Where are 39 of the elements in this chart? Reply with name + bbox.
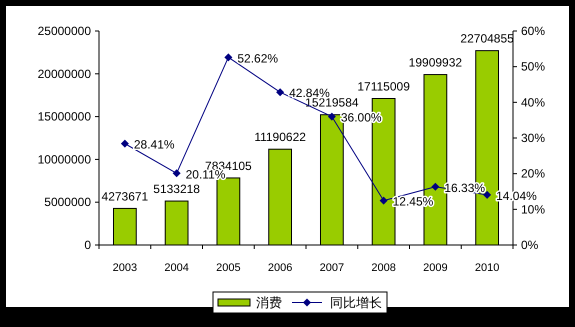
point <box>431 182 440 191</box>
legend-label: 消费 <box>256 295 282 310</box>
x-tick-label: 2004 <box>164 262 189 274</box>
data-label: 11190622 <box>254 130 306 144</box>
y2-tick-label: 40% <box>521 95 546 110</box>
x-tick-label: 2008 <box>371 262 396 274</box>
y-tick-label: 25000000 <box>38 24 92 38</box>
y2-tick-label: 20% <box>521 166 546 181</box>
y2-tick-label: 0% <box>521 238 539 252</box>
y2-tick-label: 10% <box>521 202 546 216</box>
y-tick-label: 15000000 <box>38 110 92 124</box>
data-label: 17115009 <box>357 79 410 94</box>
data-label: 19909932 <box>408 56 462 70</box>
x-tick-label: 2007 <box>320 262 344 274</box>
x-tick-label: 2003 <box>112 262 138 274</box>
y2-tick-label: 50% <box>521 60 546 74</box>
y2-tick-label: 30% <box>521 131 546 145</box>
data-label: 22704855 <box>460 32 514 46</box>
point <box>380 196 388 205</box>
y-tick-label: 10000000 <box>38 152 92 166</box>
legend-label: 同比增长 <box>330 295 382 310</box>
y2-tick-label: 60% <box>521 24 546 38</box>
data-label: 4273671 <box>102 189 149 204</box>
x-tick-label: 2009 <box>423 262 448 274</box>
point <box>483 190 492 199</box>
point <box>224 53 232 62</box>
x-tick-label: 2006 <box>268 262 292 274</box>
x-tick-label: 2005 <box>216 262 241 274</box>
point <box>120 140 129 148</box>
y-tick-label: 5000000 <box>44 195 92 210</box>
data-label: 5133218 <box>153 182 200 196</box>
y-tick-label: 20000000 <box>38 66 92 81</box>
x-tick-label: 2010 <box>474 262 500 274</box>
point <box>172 169 181 178</box>
point <box>328 112 336 121</box>
data-label: 28.41% <box>134 138 175 152</box>
y-tick-label: 0 <box>84 238 92 252</box>
data-label: 52.62% <box>237 51 278 66</box>
point <box>276 88 284 96</box>
